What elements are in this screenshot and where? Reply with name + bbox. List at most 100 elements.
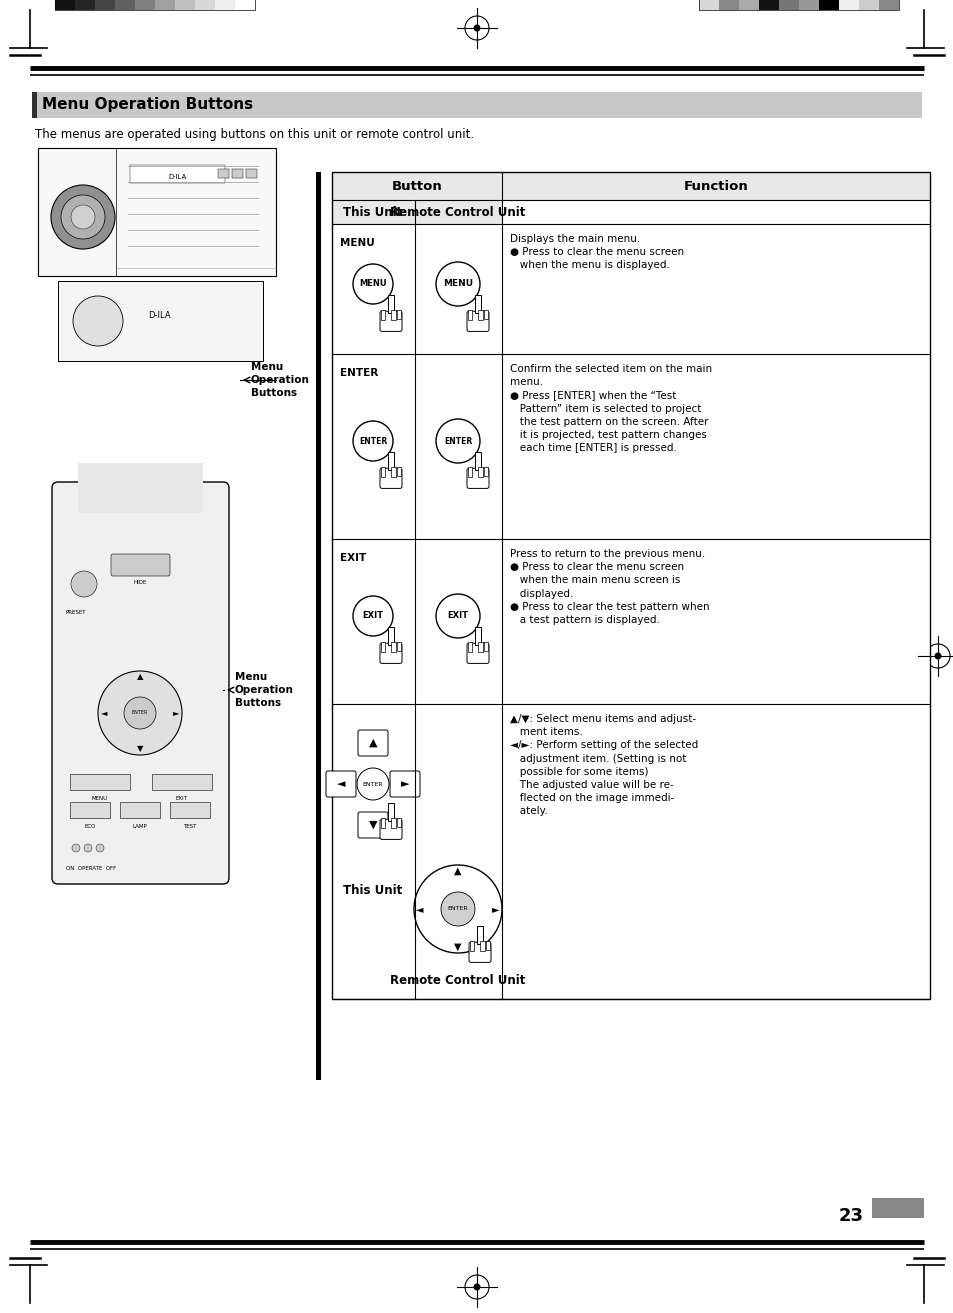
Bar [467,466,472,478]
Bar [478,642,482,651]
Text: ENTER: ENTER [132,710,148,716]
Bar [396,642,401,651]
Text: Menu: Menu [251,362,283,372]
Bar [779,0,799,11]
Text: Operation: Operation [234,685,294,695]
Bar [391,466,395,477]
Text: EXIT: EXIT [175,796,188,801]
Text: EXIT: EXIT [362,612,383,621]
Bar [380,466,385,478]
Text: ►: ► [400,779,409,789]
Bar [218,169,229,179]
Circle shape [51,185,115,249]
Circle shape [356,768,389,800]
Bar [699,0,898,11]
Text: MENU: MENU [339,238,375,248]
Circle shape [98,671,182,755]
FancyBboxPatch shape [52,482,229,884]
Bar [332,172,929,999]
Text: ● Press to clear the test pattern when: ● Press to clear the test pattern when [510,601,709,612]
Text: ►: ► [172,709,179,717]
Text: ▲/▼: Select menu items and adjust-: ▲/▼: Select menu items and adjust- [510,714,696,723]
Text: it is projected, test pattern changes: it is projected, test pattern changes [510,429,706,440]
Bar [115,0,135,11]
FancyBboxPatch shape [379,469,401,488]
FancyBboxPatch shape [379,643,401,663]
Bar [232,169,243,179]
Text: The adjusted value will be re-: The adjusted value will be re- [510,780,673,790]
Text: ▼: ▼ [454,941,461,952]
Text: D·ILA: D·ILA [169,175,187,180]
Bar [858,0,878,11]
FancyBboxPatch shape [469,943,491,962]
Text: ▼: ▼ [136,744,143,754]
Text: ENTER: ENTER [358,436,387,445]
Bar [391,818,395,827]
Text: ENTER: ENTER [339,368,377,378]
Text: Menu Operation Buttons: Menu Operation Buttons [42,97,253,113]
Text: ● Press to clear the menu screen: ● Press to clear the menu screen [510,562,683,572]
Text: MENU: MENU [91,796,108,801]
Bar [32,92,37,118]
Bar [332,172,929,200]
Circle shape [353,421,393,461]
Text: This Unit: This Unit [343,206,402,218]
Text: Pattern” item is selected to project: Pattern” item is selected to project [510,403,700,414]
Text: each time [ENTER] is pressed.: each time [ENTER] is pressed. [510,444,677,453]
Bar [483,310,488,319]
Text: ▼: ▼ [369,821,376,830]
Bar [234,0,254,11]
Bar [32,92,921,118]
Bar [246,169,256,179]
Bar [388,628,394,645]
FancyBboxPatch shape [111,554,170,576]
Circle shape [414,865,501,953]
Text: Menu: Menu [234,672,267,681]
Text: TEST: TEST [183,823,196,829]
Text: ● Press to clear the menu screen: ● Press to clear the menu screen [510,247,683,257]
Text: EXIT: EXIT [447,612,468,621]
Bar [467,310,472,320]
Circle shape [353,264,393,305]
Text: MENU: MENU [442,280,473,289]
Text: This Unit: This Unit [343,884,402,897]
Text: Function: Function [683,180,747,193]
Text: flected on the image immedi-: flected on the image immedi- [510,793,674,804]
Text: Remote Control Unit: Remote Control Unit [390,974,525,987]
Bar [388,452,394,470]
Circle shape [934,653,941,659]
Bar [332,200,501,225]
Bar [467,642,472,653]
Text: ▲: ▲ [369,738,376,748]
Text: ENTER: ENTER [447,906,468,911]
Bar [332,172,929,999]
Text: ENTER: ENTER [443,436,472,445]
Bar [759,0,779,11]
Circle shape [473,25,480,32]
Text: Confirm the selected item on the main: Confirm the selected item on the main [510,364,711,374]
FancyBboxPatch shape [357,811,388,838]
Circle shape [73,295,123,347]
Bar [469,940,474,952]
Bar [194,0,214,11]
Bar [478,310,482,319]
Bar [483,642,488,651]
Circle shape [436,593,479,638]
Text: menu.: menu. [510,377,542,387]
Bar [391,642,395,651]
Bar [396,466,401,475]
Bar [391,310,395,319]
Text: PRESET: PRESET [66,611,87,614]
Bar [78,463,203,513]
Bar [174,0,194,11]
Circle shape [96,844,104,852]
Circle shape [436,263,479,306]
Bar [388,804,394,821]
Bar [135,0,154,11]
Bar [739,0,759,11]
FancyBboxPatch shape [390,771,419,797]
Bar [170,802,210,818]
Bar [838,0,858,11]
Bar [154,0,174,11]
Text: ECO: ECO [84,823,95,829]
